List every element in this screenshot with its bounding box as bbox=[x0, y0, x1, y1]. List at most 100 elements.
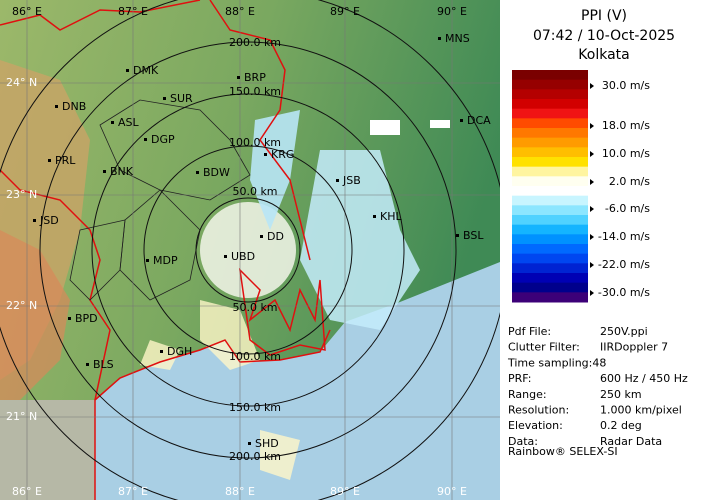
city-label: JSB bbox=[342, 174, 361, 187]
color-step bbox=[512, 89, 588, 100]
lon-label: 87° E bbox=[118, 485, 148, 498]
color-step bbox=[512, 282, 588, 293]
lon-label: 90° E bbox=[437, 5, 467, 18]
tick-arrow bbox=[590, 206, 594, 212]
city-dot bbox=[336, 179, 339, 182]
city-label: UBD bbox=[231, 250, 255, 263]
color-step bbox=[512, 157, 588, 168]
info-value: Radar Data bbox=[600, 435, 662, 448]
city-dot bbox=[163, 97, 166, 100]
tick-arrow bbox=[590, 151, 594, 157]
legend-label: 2.0 m/s bbox=[609, 175, 650, 188]
color-step bbox=[512, 244, 588, 255]
info-key: Clutter Filter: bbox=[508, 341, 580, 354]
city-label: JSD bbox=[39, 214, 59, 227]
graticule bbox=[0, 0, 500, 500]
city-label: SUR bbox=[170, 92, 193, 105]
tick-arrow bbox=[590, 179, 594, 185]
city-label: MNS bbox=[445, 32, 470, 45]
info-value: 600 Hz / 450 Hz bbox=[600, 372, 688, 385]
lat-label: 22° N bbox=[6, 299, 37, 312]
info-key: Elevation: bbox=[508, 419, 563, 432]
city-dot bbox=[126, 69, 129, 72]
color-step bbox=[512, 263, 588, 274]
lat-label: 23° N bbox=[6, 188, 37, 201]
city-label: KHL bbox=[380, 210, 402, 223]
footer: Rainbow® SELEX-SI bbox=[508, 445, 618, 458]
range-label: 100.0 km bbox=[229, 350, 281, 363]
map: 86° E 86° E 87° E 87° E 88° E 88° E 89° E 89° E… bbox=[0, 0, 500, 500]
color-step bbox=[512, 128, 588, 139]
info-value: 250V.ppi bbox=[600, 325, 648, 338]
borders bbox=[0, 0, 331, 500]
color-step bbox=[512, 99, 588, 110]
color-step bbox=[512, 70, 588, 81]
info-value: IIRDoppler 7 bbox=[600, 341, 668, 354]
city-dot bbox=[237, 76, 240, 79]
city-label: MDP bbox=[153, 254, 178, 267]
color-step bbox=[512, 234, 588, 245]
city-label: DGP bbox=[151, 133, 175, 146]
info-key: Resolution: bbox=[508, 404, 569, 417]
city-label: PRL bbox=[55, 154, 76, 167]
city-label: BLS bbox=[93, 358, 114, 371]
highland bbox=[0, 230, 70, 400]
legend-label: -6.0 m/s bbox=[605, 202, 650, 215]
lon-label: 90° E bbox=[437, 485, 467, 498]
city-label: BSL bbox=[463, 229, 484, 242]
color-step bbox=[512, 186, 588, 197]
legend-label: -14.0 m/s bbox=[598, 230, 650, 243]
city-dot bbox=[55, 105, 58, 108]
info-value: 250 km bbox=[600, 388, 642, 401]
city-label: DCA bbox=[467, 114, 491, 127]
legend-label: -30.0 m/s bbox=[598, 286, 650, 299]
color-step bbox=[512, 147, 588, 158]
city-dot bbox=[460, 119, 463, 122]
city-dot bbox=[160, 350, 163, 353]
city-dot bbox=[86, 363, 89, 366]
color-step bbox=[512, 253, 588, 264]
color-step bbox=[512, 205, 588, 216]
tick-arrow bbox=[590, 290, 594, 296]
city-dot bbox=[68, 317, 71, 320]
lon-label: 87° E bbox=[118, 5, 148, 18]
color-step bbox=[512, 166, 588, 177]
info-key: Time sampling:48 bbox=[507, 356, 606, 369]
color-step bbox=[512, 137, 588, 148]
city-dot bbox=[103, 170, 106, 173]
city-dot bbox=[146, 259, 149, 262]
color-step bbox=[512, 224, 588, 235]
tick-arrow bbox=[590, 234, 594, 240]
lat-label: 21° N bbox=[6, 410, 37, 423]
city-label: SHD bbox=[255, 437, 279, 450]
lon-label: 89° E bbox=[330, 485, 360, 498]
site: Kolkata bbox=[578, 47, 629, 63]
legend-label: 18.0 m/s bbox=[602, 119, 650, 132]
legend-label: -22.0 m/s bbox=[598, 258, 650, 271]
city-label: BRP bbox=[244, 71, 266, 84]
city-dot bbox=[456, 234, 459, 237]
lon-label: 86° E bbox=[12, 485, 42, 498]
legend-label: 10.0 m/s bbox=[602, 147, 650, 160]
lon-label: 88° E bbox=[225, 5, 255, 18]
range-label: 150.0 km bbox=[229, 85, 281, 98]
range-label: 100.0 km bbox=[229, 136, 281, 149]
info-value: 0.2 deg bbox=[600, 419, 642, 432]
city-label: BPD bbox=[75, 312, 98, 325]
legend-label: 30.0 m/s bbox=[602, 79, 650, 92]
time: 07:42 / 10-Oct-2025 bbox=[533, 28, 675, 44]
color-step bbox=[512, 79, 588, 90]
city-dot bbox=[196, 171, 199, 174]
city-dot bbox=[224, 255, 227, 258]
city-dot bbox=[33, 219, 36, 222]
city-dot bbox=[48, 159, 51, 162]
city-dot bbox=[260, 235, 263, 238]
color-step bbox=[512, 273, 588, 284]
color-step bbox=[512, 195, 588, 206]
city-label: BDW bbox=[203, 166, 230, 179]
city-label: DMK bbox=[133, 64, 159, 77]
info-value: 1.000 km/pixel bbox=[600, 404, 682, 417]
city-label: DGH bbox=[167, 345, 192, 358]
